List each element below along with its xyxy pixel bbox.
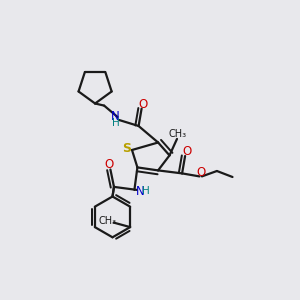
Text: CH₃: CH₃: [169, 129, 187, 139]
Text: N: N: [136, 185, 145, 198]
Text: O: O: [196, 166, 205, 179]
Text: H: H: [142, 186, 150, 197]
Text: N: N: [111, 110, 120, 123]
Text: CH₃: CH₃: [99, 216, 117, 226]
Text: S: S: [122, 142, 131, 155]
Text: H: H: [112, 118, 119, 128]
Text: O: O: [182, 145, 191, 158]
Text: O: O: [139, 98, 148, 111]
Text: O: O: [104, 158, 113, 172]
